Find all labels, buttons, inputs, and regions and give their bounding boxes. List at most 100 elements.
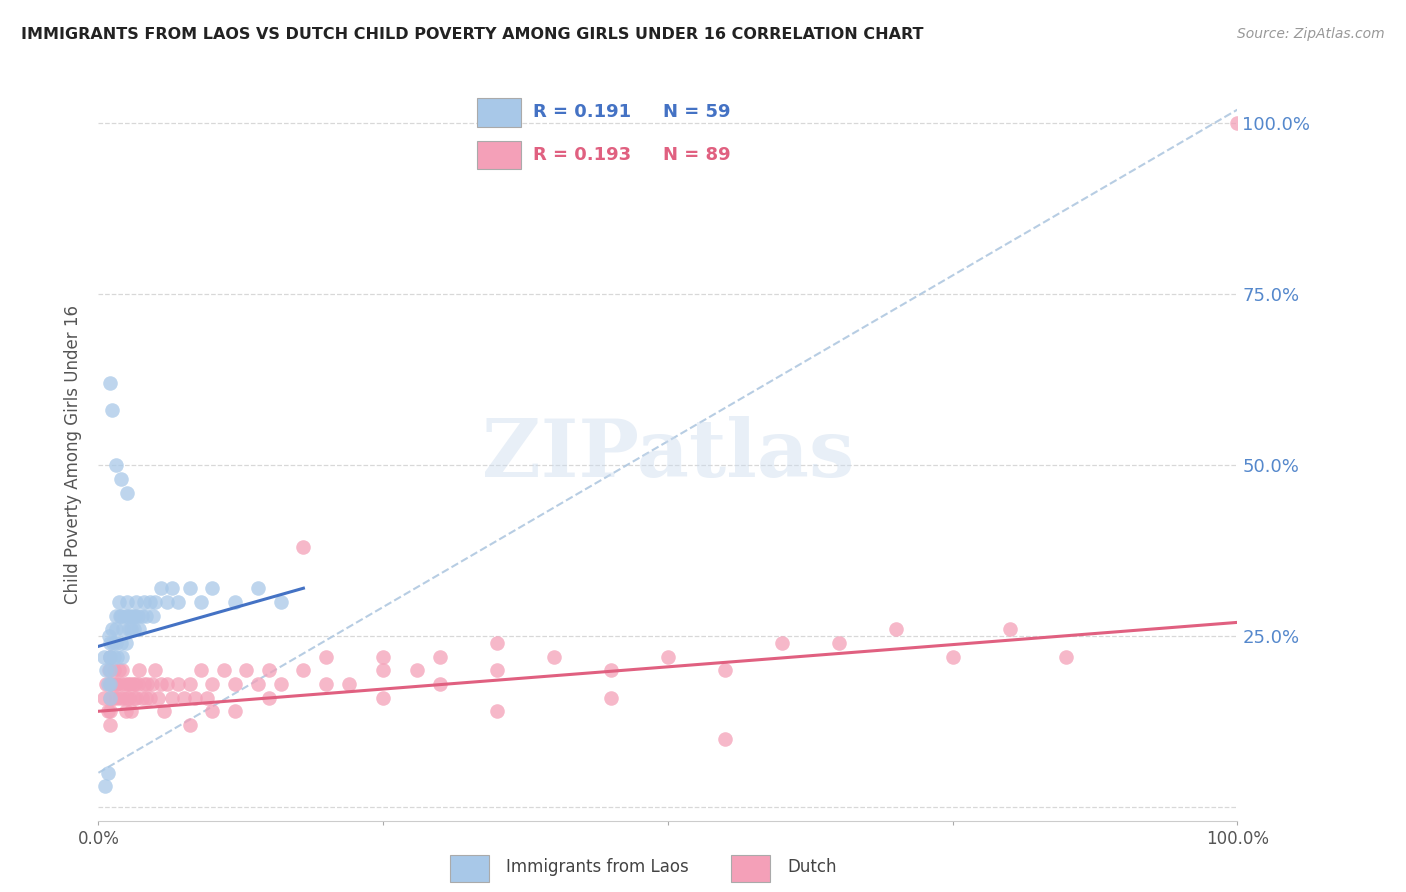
Point	[998, 622, 1021, 636]
Point	[103, 663, 125, 677]
Point	[486, 704, 509, 718]
Point	[117, 677, 139, 691]
Point	[142, 608, 165, 623]
Point	[125, 595, 148, 609]
Point	[429, 677, 451, 691]
Point	[167, 677, 190, 691]
Point	[98, 649, 121, 664]
Point	[115, 595, 138, 609]
Point	[156, 595, 179, 609]
Point	[127, 677, 149, 691]
Point	[173, 690, 195, 705]
Point	[371, 649, 394, 664]
Point	[486, 636, 509, 650]
Point	[110, 677, 132, 691]
Point	[103, 636, 125, 650]
Point	[104, 690, 127, 705]
Point	[141, 677, 163, 691]
Point	[179, 718, 201, 732]
Point	[132, 595, 155, 609]
Point	[128, 663, 150, 677]
Point	[128, 622, 150, 636]
Point	[1226, 116, 1249, 130]
Point	[120, 608, 142, 623]
Point	[292, 540, 315, 554]
Text: N = 89: N = 89	[662, 146, 730, 164]
Point	[145, 663, 167, 677]
Point	[103, 690, 125, 705]
Point	[98, 677, 121, 691]
Point	[98, 649, 121, 664]
Point	[657, 649, 679, 664]
Point	[98, 690, 121, 705]
Point	[212, 663, 235, 677]
Point	[93, 690, 115, 705]
Point	[201, 677, 224, 691]
Point	[235, 663, 257, 677]
Text: Immigrants from Laos: Immigrants from Laos	[506, 858, 689, 877]
Point	[105, 649, 128, 664]
Point	[884, 622, 907, 636]
Point	[135, 608, 157, 623]
Point	[120, 677, 142, 691]
FancyBboxPatch shape	[450, 855, 489, 881]
Point	[114, 608, 136, 623]
Point	[371, 690, 394, 705]
Point	[108, 663, 131, 677]
Point	[179, 677, 201, 691]
Point	[97, 663, 120, 677]
Point	[98, 677, 121, 691]
Point	[98, 704, 121, 718]
Point	[259, 663, 281, 677]
Text: R = 0.191: R = 0.191	[533, 103, 631, 121]
Point	[108, 608, 131, 623]
Point	[98, 636, 121, 650]
Point	[145, 595, 167, 609]
Point	[97, 629, 120, 643]
Point	[337, 677, 360, 691]
Point	[224, 595, 246, 609]
Point	[131, 690, 153, 705]
Text: Source: ZipAtlas.com: Source: ZipAtlas.com	[1237, 27, 1385, 41]
Point	[127, 608, 149, 623]
Point	[136, 677, 159, 691]
Point	[714, 731, 737, 746]
Point	[110, 608, 132, 623]
Point	[201, 581, 224, 595]
Point	[103, 649, 125, 664]
FancyBboxPatch shape	[477, 98, 520, 127]
Text: ZIPatlas: ZIPatlas	[482, 416, 853, 494]
Point	[270, 595, 292, 609]
Point	[543, 649, 565, 664]
Point	[111, 663, 134, 677]
Point	[406, 663, 429, 677]
Point	[201, 704, 224, 718]
Point	[96, 663, 118, 677]
Point	[93, 649, 115, 664]
Point	[942, 649, 965, 664]
Point	[112, 690, 135, 705]
Point	[94, 780, 117, 794]
Point	[246, 677, 269, 691]
Point	[150, 581, 173, 595]
Point	[111, 649, 134, 664]
Point	[259, 690, 281, 705]
Point	[96, 704, 118, 718]
Point	[315, 677, 337, 691]
Text: R = 0.193: R = 0.193	[533, 146, 631, 164]
Point	[150, 677, 173, 691]
Point	[108, 595, 131, 609]
Point	[98, 376, 121, 391]
Point	[114, 704, 136, 718]
Point	[122, 690, 145, 705]
Point	[122, 622, 145, 636]
Point	[117, 608, 139, 623]
Point	[98, 718, 121, 732]
Point	[600, 690, 623, 705]
Point	[167, 595, 190, 609]
Text: N = 59: N = 59	[662, 103, 730, 121]
Point	[104, 608, 127, 623]
Text: Dutch: Dutch	[787, 858, 837, 877]
Point	[486, 663, 509, 677]
Point	[101, 403, 124, 417]
